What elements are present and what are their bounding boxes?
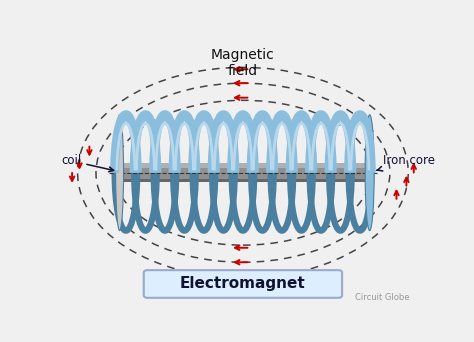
FancyBboxPatch shape bbox=[116, 179, 370, 182]
Text: Circuit Globe: Circuit Globe bbox=[356, 293, 410, 302]
FancyBboxPatch shape bbox=[144, 270, 342, 298]
Text: Iron core: Iron core bbox=[377, 154, 435, 171]
FancyBboxPatch shape bbox=[116, 163, 370, 182]
FancyBboxPatch shape bbox=[116, 163, 370, 168]
Text: coil: coil bbox=[61, 154, 114, 172]
Text: Magnetic
field: Magnetic field bbox=[211, 48, 275, 78]
Ellipse shape bbox=[116, 115, 124, 231]
Text: Electromagnet: Electromagnet bbox=[180, 276, 306, 291]
Ellipse shape bbox=[365, 115, 374, 231]
